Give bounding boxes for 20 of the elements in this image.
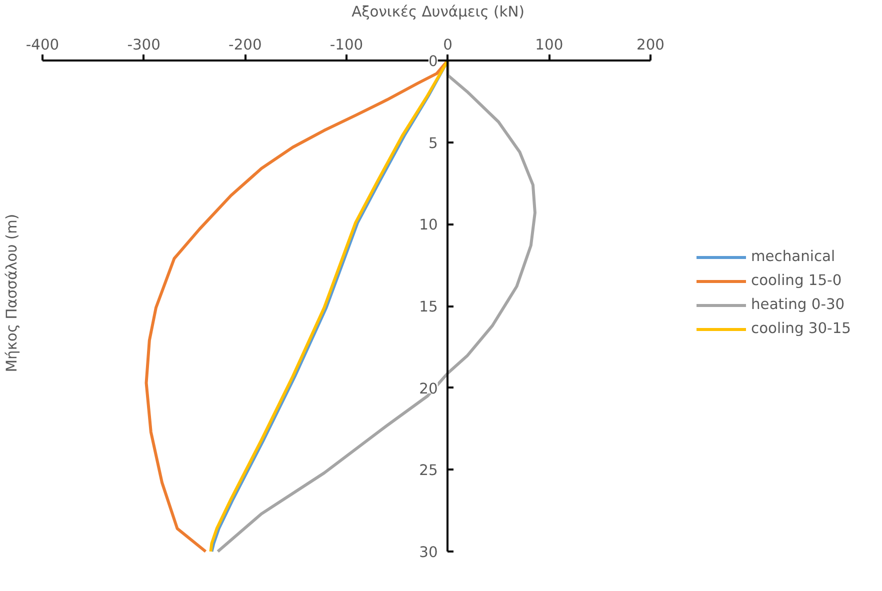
y-axis-title: Μήκος Πασσάλου (m) bbox=[4, 214, 20, 372]
x-tick-label: 0 bbox=[443, 36, 452, 54]
legend-label: mechanical bbox=[751, 248, 836, 265]
y-tick-label: 5 bbox=[428, 134, 438, 152]
legend-label: heating 0-30 bbox=[751, 296, 845, 313]
y-tick-label: 15 bbox=[419, 298, 438, 316]
legend-label: cooling 30-15 bbox=[751, 320, 851, 337]
x-tick-label: -300 bbox=[127, 36, 160, 54]
x-tick-label: -400 bbox=[26, 36, 60, 54]
y-tick-label: 10 bbox=[419, 216, 438, 234]
y-tick-label: 25 bbox=[419, 462, 438, 480]
y-tick-label: 30 bbox=[419, 544, 438, 561]
y-tick-label: 20 bbox=[419, 380, 438, 398]
x-tick-label: -100 bbox=[330, 36, 364, 54]
x-tick-label: -200 bbox=[228, 36, 262, 54]
x-tick-label: 100 bbox=[535, 36, 564, 54]
legend-label: cooling 15-0 bbox=[751, 272, 842, 289]
y-tick-label: 0 bbox=[428, 53, 438, 70]
x-tick-label: 200 bbox=[636, 36, 664, 54]
x-axis-title: Αξονικές Δυνάμεις (kN) bbox=[352, 4, 524, 20]
